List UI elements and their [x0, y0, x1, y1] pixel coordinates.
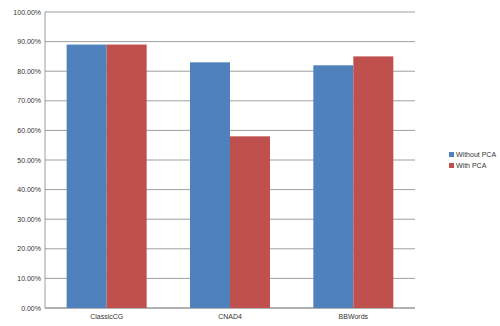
legend-swatch	[449, 152, 454, 157]
bar	[190, 62, 230, 308]
chart-container: 0.00% 10.00% 20.00% 30.00% 40.00% 50.00% 60.00…	[0, 0, 500, 326]
bar	[353, 56, 393, 308]
y-axis	[45, 12, 46, 308]
legend: Without PCA With PCA	[449, 151, 496, 169]
bars	[67, 45, 394, 308]
y-tick-label: 60.00%	[17, 127, 41, 134]
bar	[107, 45, 147, 308]
legend-swatch	[449, 163, 454, 168]
x-tick-label: ClassicCG	[90, 313, 123, 320]
grid-line	[45, 41, 415, 42]
y-tick-label: 30.00%	[17, 216, 41, 223]
chart-svg: 0.00% 10.00% 20.00% 30.00% 40.00% 50.00% 60.00…	[0, 0, 500, 326]
bar	[230, 136, 270, 308]
y-tick-label: 100.00%	[13, 9, 41, 16]
y-tick-label: 10.00%	[17, 275, 41, 282]
y-tick-label: 80.00%	[17, 68, 41, 75]
bar	[67, 45, 107, 308]
y-tick-label: 50.00%	[17, 157, 41, 164]
y-tick-label: 90.00%	[17, 38, 41, 45]
grid	[45, 12, 415, 308]
grid-line	[45, 12, 415, 13]
x-tick-label: CNAD4	[218, 313, 242, 320]
legend-label: Without PCA	[456, 151, 496, 158]
legend-label: With PCA	[456, 162, 487, 169]
y-tick-label: 20.00%	[17, 245, 41, 252]
y-tick-label: 40.00%	[17, 186, 41, 193]
y-tick-label: 0.00%	[21, 305, 41, 312]
bar	[313, 65, 353, 308]
x-tick-label: BBWords	[339, 313, 369, 320]
y-tick-label: 70.00%	[17, 97, 41, 104]
